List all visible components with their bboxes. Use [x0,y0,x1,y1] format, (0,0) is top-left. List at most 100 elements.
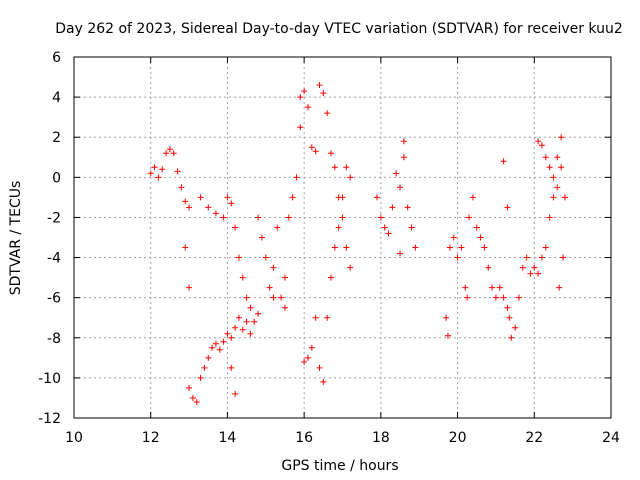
data-point [454,254,461,261]
data-point [239,274,246,281]
data-points [147,82,568,405]
data-point [232,324,239,331]
data-point [289,194,296,201]
data-point [228,200,235,207]
data-point [209,344,216,351]
data-point [182,198,189,205]
data-point [297,94,304,101]
data-point [339,214,346,221]
data-point [485,264,492,271]
y-tick-label: 4 [52,90,61,106]
data-point [193,398,200,405]
grid-lines [74,57,611,418]
data-point [258,234,265,241]
data-point [174,168,181,175]
data-point [224,330,231,337]
data-point [278,294,285,301]
data-point [247,330,254,337]
data-point [301,358,308,365]
data-point [538,142,545,149]
data-point [327,150,334,157]
data-point [324,314,331,321]
data-point [320,378,327,385]
data-point [285,214,292,221]
data-point [558,164,565,171]
data-point [186,384,193,391]
data-point [251,318,258,325]
data-point [404,204,411,211]
data-point [408,224,415,231]
plot-frame [73,56,612,419]
data-point [374,194,381,201]
data-point [542,244,549,251]
y-tick-labels: -12 -10 -8 -6 -4 -2 0 2 4 6 [38,50,61,427]
data-point [550,194,557,201]
data-point [347,174,354,181]
data-point [444,332,451,339]
x-tick-label: 24 [602,430,620,446]
data-point [327,274,334,281]
data-point [512,324,519,331]
data-point [527,270,534,277]
chart-title: Day 262 of 2023, Sidereal Day-to-day VTE… [55,21,623,37]
data-point [506,314,513,321]
data-point [389,204,396,211]
data-point [381,224,388,231]
data-point [308,144,315,151]
data-point [481,244,488,251]
y-tick-label: -8 [47,331,61,347]
data-point [316,82,323,89]
data-point [542,154,549,161]
data-point [255,310,262,317]
data-point [393,170,400,177]
data-point [400,154,407,161]
x-tick-label: 22 [525,430,543,446]
data-point [397,184,404,191]
data-point [385,230,392,237]
y-tick-label: 6 [52,50,61,66]
data-point [343,164,350,171]
y-tick-label: -10 [38,371,61,387]
x-tick-label: 14 [219,430,237,446]
data-point [243,318,250,325]
x-tick-labels: 10 12 14 16 18 20 22 24 [65,430,620,446]
data-point [228,364,235,371]
data-point [155,174,162,181]
y-axis-label: SDTVAR / TECUs [8,181,24,296]
data-point [243,294,250,301]
data-point [308,344,315,351]
y-tick-label: -6 [47,291,61,307]
data-point [159,166,166,173]
data-point [450,234,457,241]
data-point [343,244,350,251]
data-point [281,274,288,281]
data-point [331,164,338,171]
data-point [255,214,262,221]
data-point [558,134,565,141]
data-point [462,284,469,291]
data-point [163,150,170,157]
data-point [235,254,242,261]
data-point [500,294,507,301]
data-point [550,174,557,181]
data-point [274,224,281,231]
data-point [515,294,522,301]
y-tick-label: 0 [52,170,61,186]
data-point [335,224,342,231]
data-point [220,338,227,345]
y-tick-label: -4 [47,251,61,267]
data-point [473,224,480,231]
data-point [443,314,450,321]
x-tick-label: 10 [65,430,83,446]
data-point [220,214,227,221]
x-tick-label: 12 [142,430,160,446]
data-point [339,194,346,201]
data-point [546,214,553,221]
data-point [228,334,235,341]
data-point [446,244,453,251]
y-tick-label: -12 [38,411,61,427]
data-point [477,234,484,241]
data-point [205,354,212,361]
data-point [519,264,526,271]
data-point [239,326,246,333]
